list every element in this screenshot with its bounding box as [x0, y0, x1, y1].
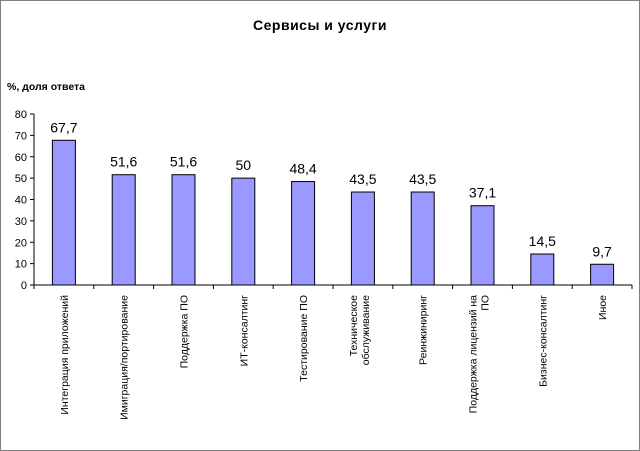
x-category-label-line: Тестирование ПО	[298, 295, 310, 382]
x-category-label: Бизнес-консалтинг	[537, 295, 549, 387]
data-label: 50	[236, 157, 252, 173]
x-category-label: Тестирование ПО	[298, 295, 310, 382]
bar	[530, 253, 555, 286]
data-label: 9,7	[592, 243, 612, 259]
y-tick-label: 70	[15, 130, 27, 142]
data-label: 67,7	[50, 119, 77, 135]
y-tick-label: 40	[15, 195, 27, 207]
x-category-label: Имиграция/портирование	[119, 295, 131, 420]
data-label: 37,1	[469, 185, 496, 201]
x-category-label: Поддержка ПО	[179, 295, 191, 368]
x-category-label: Реинжиниринг	[418, 295, 430, 365]
y-tick-label: 50	[15, 173, 27, 185]
data-label: 43,5	[409, 171, 436, 187]
x-category-label-line: Интеграция приложений	[59, 295, 71, 415]
y-tick-label: 10	[15, 259, 27, 271]
x-category-label-line: Имиграция/портирование	[119, 295, 131, 420]
x-category-label-line: Бизнес-консалтинг	[537, 295, 549, 387]
bar	[291, 181, 316, 286]
bar	[231, 177, 256, 286]
data-label: 43,5	[349, 171, 376, 187]
x-category-label: Интеграция приложений	[59, 295, 71, 415]
y-tick-label: 20	[15, 237, 27, 249]
bar	[590, 263, 615, 286]
x-category-label-line: Иное	[597, 295, 609, 320]
bar	[350, 191, 375, 286]
x-category-label-line: Техническое	[348, 295, 360, 356]
x-category-label-line: ПО	[480, 295, 492, 311]
x-category-label: Иное	[597, 295, 609, 320]
x-category-label-line: обслуживание	[360, 295, 372, 365]
y-tick-label: 30	[15, 216, 27, 228]
x-category-label: Поддержка лицензий наПО	[468, 295, 492, 413]
bar	[51, 139, 76, 286]
bar	[111, 174, 136, 286]
x-category-label: Техническоеобслуживание	[348, 295, 372, 365]
data-label: 48,4	[289, 161, 316, 177]
x-category-label-line: ИТ-консалтинг	[238, 295, 250, 366]
data-label: 14,5	[529, 233, 556, 249]
y-tick-label: 60	[15, 152, 27, 164]
chart-title: Сервисы и услуги	[253, 17, 387, 33]
y-tick-label: 80	[15, 109, 27, 121]
y-tick-label: 0	[21, 280, 27, 292]
bar	[470, 205, 495, 286]
y-axis-label: %, доля ответа	[7, 81, 85, 93]
data-label: 51,6	[110, 154, 137, 170]
x-category-label-line: Реинжиниринг	[418, 295, 430, 365]
data-label: 51,6	[170, 154, 197, 170]
x-category-label-line: Поддержка ПО	[179, 295, 191, 368]
x-category-label-line: Поддержка лицензий на	[468, 295, 480, 413]
bar	[171, 174, 196, 286]
bar	[410, 191, 435, 286]
x-category-label: ИТ-консалтинг	[238, 295, 250, 366]
